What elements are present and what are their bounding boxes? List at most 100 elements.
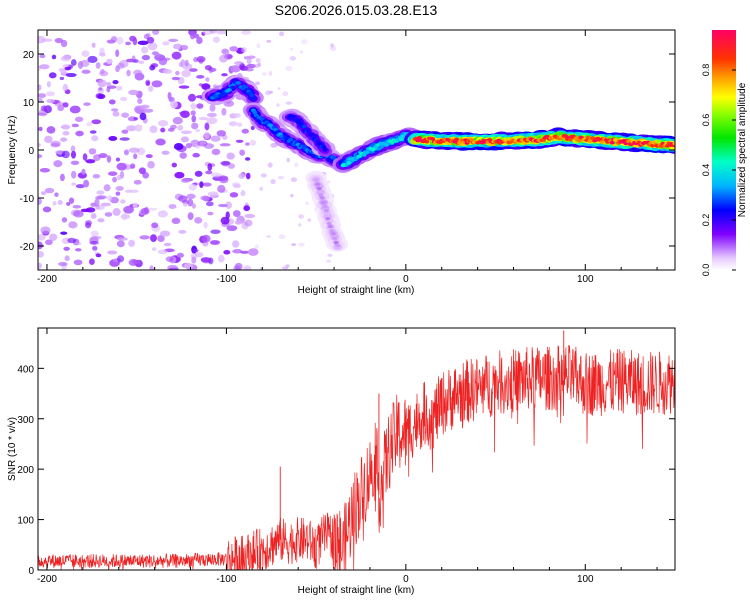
noise-blob [247, 55, 256, 59]
figure-title: S206.2026.015.03.28.E13 [275, 2, 438, 18]
noise-blob [219, 143, 231, 147]
noise-blob [161, 150, 170, 155]
noise-blob [38, 126, 43, 132]
noise-blob [171, 51, 182, 60]
noise-blob [200, 257, 212, 263]
noise-blob [97, 218, 105, 223]
noise-blob [191, 122, 199, 130]
noise-blob [90, 230, 99, 237]
noise-blob [239, 250, 250, 254]
noise-blob [157, 249, 168, 255]
noise-blob [281, 266, 289, 270]
noise-blob [226, 225, 238, 232]
noise-blob [133, 117, 139, 121]
spectrogram-ytick-label: 10 [23, 98, 35, 109]
noise-blob [50, 142, 61, 148]
spectral-mark [424, 139, 430, 144]
noise-blob [178, 85, 190, 89]
noise-blob [116, 174, 122, 181]
spectral-mark [249, 93, 255, 98]
noise-blob [125, 58, 136, 63]
noise-blob [203, 131, 210, 140]
noise-blob [183, 262, 194, 269]
noise-blob [206, 117, 218, 125]
noise-blob [305, 201, 309, 205]
noise-blob [42, 38, 53, 42]
noise-blob [191, 203, 196, 209]
noise-blob [165, 256, 174, 262]
noise-blob [243, 205, 251, 212]
noise-blob [95, 93, 104, 99]
spectrogram-ytick-label: 20 [23, 50, 35, 61]
noise-blob [201, 83, 211, 90]
noise-blob [176, 252, 184, 258]
noise-blob [67, 237, 76, 244]
noise-blob [171, 217, 181, 225]
noise-blob [66, 201, 71, 206]
noise-blob [279, 31, 285, 37]
noise-blob [68, 197, 75, 204]
noise-blob [229, 46, 239, 52]
spectral-mark [313, 178, 319, 182]
noise-blob [151, 247, 157, 251]
snr-series-line [38, 345, 675, 570]
noise-blob [62, 83, 69, 92]
noise-blob [116, 240, 125, 248]
noise-blob [106, 155, 112, 163]
noise-blob [140, 46, 149, 54]
noise-blob [203, 221, 208, 229]
noise-blob [266, 39, 272, 43]
noise-blob [196, 36, 203, 45]
noise-blob [326, 259, 332, 263]
noise-blob [91, 119, 102, 125]
noise-blob [48, 72, 57, 79]
noise-blob [152, 30, 160, 35]
noise-blob [145, 33, 151, 38]
noise-blob [57, 200, 63, 205]
noise-blob [116, 162, 127, 171]
noise-blob [298, 223, 302, 227]
noise-blob [236, 122, 243, 127]
noise-blob [158, 57, 168, 66]
noise-blob [171, 76, 181, 81]
noise-blob [241, 128, 249, 134]
noise-blob [81, 168, 86, 175]
noise-blob [151, 80, 163, 88]
noise-blob [38, 262, 42, 270]
spectral-mark [321, 144, 327, 149]
noise-blob [128, 239, 135, 248]
noise-blob [46, 98, 55, 104]
noise-blob [162, 69, 172, 74]
noise-blob [217, 184, 226, 193]
noise-blob [207, 211, 214, 216]
noise-blob [294, 162, 299, 168]
noise-blob [149, 265, 154, 270]
noise-blob [268, 70, 273, 77]
noise-blob [74, 116, 84, 123]
noise-blob [91, 42, 96, 48]
noise-blob [204, 65, 212, 71]
noise-blob [235, 139, 244, 143]
noise-blob [243, 265, 252, 270]
noise-blob [184, 59, 189, 67]
noise-blob [206, 201, 214, 207]
spectrogram-xtick-label: 0 [403, 274, 409, 285]
noise-blob [116, 36, 124, 45]
noise-blob [255, 58, 261, 63]
noise-blob [270, 178, 276, 185]
noise-blob [187, 212, 194, 220]
noise-blob [96, 190, 105, 195]
noise-blob [73, 210, 84, 218]
noise-blob [116, 85, 123, 91]
spectral-mark [235, 81, 241, 85]
noise-blob [104, 212, 113, 217]
noise-blob [134, 124, 143, 132]
noise-blob [39, 168, 51, 173]
colorbar-label: Normalized spectral amplitude [737, 82, 748, 217]
noise-blob [246, 63, 257, 69]
noise-blob [232, 210, 241, 218]
noise-blob [218, 203, 228, 208]
noise-blob [159, 230, 171, 237]
